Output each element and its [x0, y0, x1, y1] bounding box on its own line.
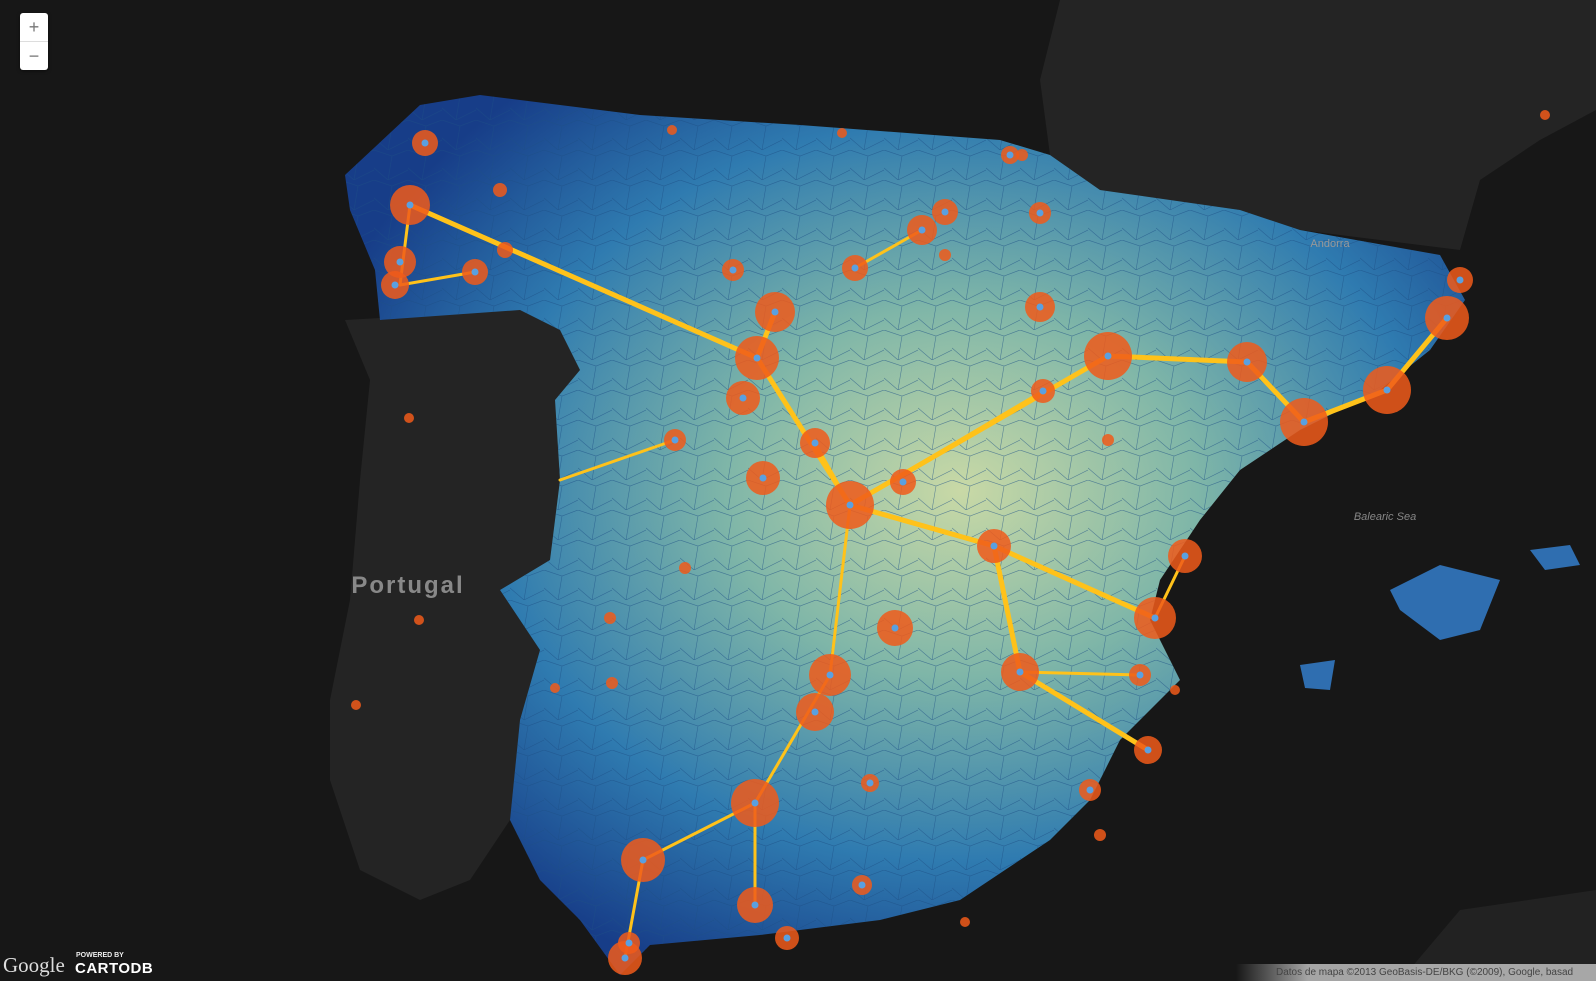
cities	[351, 110, 1550, 975]
city-center	[739, 394, 747, 402]
city-center	[753, 354, 761, 362]
city-center	[1136, 671, 1144, 679]
road	[828, 503, 852, 677]
city-center	[866, 779, 874, 787]
city-circle	[606, 677, 618, 689]
city-center	[899, 478, 907, 486]
city-center	[851, 264, 859, 272]
place-label: Andorra	[1310, 238, 1350, 250]
city-circle	[1094, 829, 1106, 841]
city-center	[396, 258, 404, 266]
city-center	[751, 901, 759, 909]
city-center	[625, 939, 633, 947]
city-circle	[667, 125, 677, 135]
city-circle	[837, 128, 847, 138]
city-center	[1039, 387, 1047, 395]
road	[991, 543, 1158, 621]
city-center	[811, 439, 819, 447]
city-center	[751, 799, 759, 807]
city-center	[1006, 151, 1014, 159]
city-circle	[960, 917, 970, 927]
city-center	[621, 954, 629, 962]
city-center	[729, 266, 737, 274]
city-center	[1443, 314, 1451, 322]
city-circle	[1170, 685, 1180, 695]
city-circle	[404, 413, 414, 423]
city-center	[1151, 614, 1159, 622]
city-center	[826, 671, 834, 679]
africa-land	[1400, 890, 1596, 981]
france-land	[1040, 0, 1596, 250]
city-circle	[679, 562, 691, 574]
city-center	[391, 281, 399, 289]
road	[1018, 670, 1142, 677]
city-center	[639, 856, 647, 864]
city-circle	[1540, 110, 1550, 120]
city-center	[1243, 358, 1251, 366]
road	[991, 543, 1023, 675]
city-center	[1383, 386, 1391, 394]
menorca	[1530, 545, 1580, 570]
city-center	[771, 308, 779, 316]
city-center	[846, 501, 854, 509]
city-center	[1036, 209, 1044, 217]
city-center	[1104, 352, 1112, 360]
city-center	[406, 201, 414, 209]
city-center	[1086, 786, 1094, 794]
city-circle	[414, 615, 424, 625]
city-circle	[351, 700, 361, 710]
city-center	[1456, 276, 1464, 284]
road	[1017, 669, 1151, 753]
zoom-out-button[interactable]: −	[20, 41, 48, 70]
road	[558, 438, 677, 482]
google-logo: Google	[3, 953, 65, 977]
zoom-control: + −	[20, 13, 48, 70]
city-center	[1181, 552, 1189, 560]
road	[848, 389, 1045, 507]
attribution: Datos de mapa ©2013 GeoBasis-DE/BKG (©20…	[1236, 964, 1596, 981]
city-center	[421, 139, 429, 147]
powered-by: POWERED BY	[76, 952, 124, 959]
city-circle	[604, 612, 616, 624]
city-center	[1036, 303, 1044, 311]
city-center	[811, 708, 819, 716]
road	[407, 202, 760, 361]
city-center	[858, 881, 866, 889]
city-center	[1016, 668, 1024, 676]
mallorca	[1390, 565, 1500, 640]
city-center	[759, 474, 767, 482]
city-center	[941, 208, 949, 216]
sea-label: Balearic Sea	[1354, 511, 1416, 523]
road	[847, 502, 997, 549]
city-center	[471, 268, 479, 276]
ibiza	[1300, 660, 1335, 690]
city-circle	[497, 242, 513, 258]
zoom-in-button[interactable]: +	[28, 17, 40, 37]
city-center	[1144, 746, 1152, 754]
city-center	[1300, 418, 1308, 426]
city-circle	[939, 249, 951, 261]
country-label: Portugal	[351, 572, 464, 599]
city-center	[671, 436, 679, 444]
cartodb-logo[interactable]: CARTODB	[75, 960, 154, 977]
city-center	[990, 542, 998, 550]
city-circle	[1102, 434, 1114, 446]
city-center	[783, 934, 791, 942]
city-circle	[550, 683, 560, 693]
portugal-land	[330, 310, 580, 900]
spain-cells	[345, 95, 1465, 975]
city-center	[918, 226, 926, 234]
city-circle	[493, 183, 507, 197]
city-center	[891, 624, 899, 632]
city-circle	[1016, 149, 1028, 161]
